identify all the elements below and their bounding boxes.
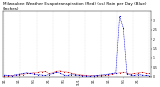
Text: Milwaukee Weather Evapotranspiration (Red) (vs) Rain per Day (Blue) (Inches): Milwaukee Weather Evapotranspiration (Re… bbox=[3, 2, 146, 11]
